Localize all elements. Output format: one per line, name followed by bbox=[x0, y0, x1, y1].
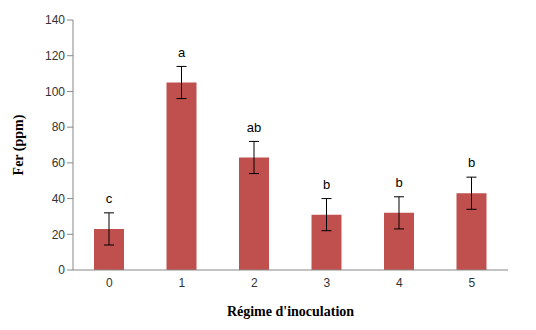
svg-text:140: 140 bbox=[45, 13, 65, 27]
svg-text:60: 60 bbox=[52, 156, 66, 170]
svg-text:3: 3 bbox=[323, 276, 330, 290]
svg-text:Fer (ppm): Fer (ppm) bbox=[11, 114, 27, 175]
svg-text:ab: ab bbox=[247, 120, 261, 135]
svg-text:120: 120 bbox=[45, 49, 65, 63]
svg-text:20: 20 bbox=[52, 228, 66, 242]
svg-text:0: 0 bbox=[106, 276, 113, 290]
svg-text:4: 4 bbox=[396, 276, 403, 290]
svg-text:80: 80 bbox=[52, 120, 66, 134]
svg-text:Régime d'inoculation: Régime d'inoculation bbox=[227, 304, 354, 319]
svg-text:40: 40 bbox=[52, 192, 66, 206]
svg-text:a: a bbox=[178, 45, 186, 60]
svg-text:100: 100 bbox=[45, 85, 65, 99]
svg-text:1: 1 bbox=[178, 276, 185, 290]
svg-text:b: b bbox=[395, 175, 402, 190]
svg-text:c: c bbox=[106, 191, 113, 206]
svg-text:5: 5 bbox=[468, 276, 475, 290]
svg-text:2: 2 bbox=[251, 276, 258, 290]
svg-text:b: b bbox=[323, 177, 330, 192]
svg-text:0: 0 bbox=[58, 263, 65, 277]
svg-text:b: b bbox=[468, 155, 475, 170]
